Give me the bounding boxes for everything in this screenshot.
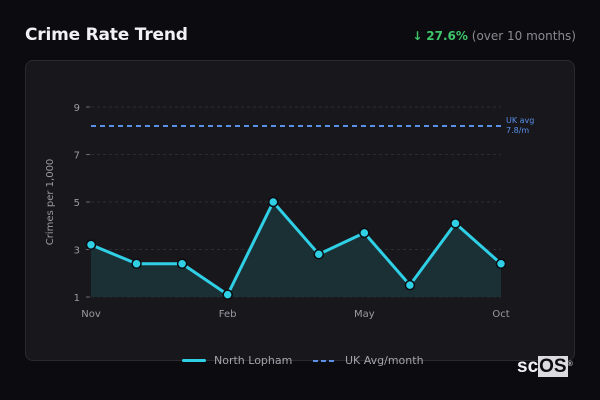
y-tick-label: 7 xyxy=(74,151,80,162)
data-point[interactable] xyxy=(313,249,325,260)
logo-prefix: sc xyxy=(517,356,539,377)
data-point[interactable] xyxy=(176,258,188,269)
data-point[interactable] xyxy=(85,239,97,250)
x-tick-label: Nov xyxy=(81,309,101,320)
x-tick-label: May xyxy=(354,309,375,320)
y-tick-label: 9 xyxy=(74,103,80,114)
uk-avg-annotation-value: 7.8/m xyxy=(506,126,529,135)
chart-card xyxy=(25,60,575,361)
data-point[interactable] xyxy=(131,258,142,269)
data-point[interactable] xyxy=(404,279,416,291)
change-percent: 27.6% xyxy=(426,29,468,43)
trend-change: ↓ 27.6% (over 10 months) xyxy=(412,29,576,43)
data-point[interactable] xyxy=(267,196,279,208)
legend-item-north-lopham[interactable]: North Lopham xyxy=(182,354,292,367)
x-tick-label: Oct xyxy=(492,309,509,320)
change-note: (over 10 months) xyxy=(471,29,576,43)
y-tick-label: 5 xyxy=(74,198,80,209)
legend-item-uk-avg[interactable]: UK Avg/month xyxy=(313,354,424,367)
y-axis-label: Crimes per 1,000 xyxy=(45,159,56,246)
y-tick-label: 3 xyxy=(74,246,80,257)
uk-avg-annotation-label: UK avg xyxy=(506,116,534,125)
down-arrow-icon: ↓ xyxy=(412,29,423,43)
y-tick-label: 1 xyxy=(74,293,80,304)
data-point[interactable] xyxy=(495,258,507,269)
data-point[interactable] xyxy=(359,227,370,239)
x-tick-label: Feb xyxy=(219,309,237,320)
chart-legend: North Lopham UK Avg/month xyxy=(0,354,600,370)
data-point[interactable] xyxy=(450,218,461,229)
chart-title: Crime Rate Trend xyxy=(25,25,188,45)
solid-line-swatch-icon xyxy=(182,359,206,362)
legend-label: UK Avg/month xyxy=(345,354,424,367)
registered-mark: ® xyxy=(567,361,573,368)
logo-boxed: OS xyxy=(538,356,568,377)
legend-label: North Lopham xyxy=(214,354,293,367)
scos-logo: scOS® xyxy=(517,356,573,377)
dashed-line-swatch-icon xyxy=(313,359,337,362)
north-lopham-line xyxy=(90,200,502,297)
data-point[interactable] xyxy=(222,289,233,300)
